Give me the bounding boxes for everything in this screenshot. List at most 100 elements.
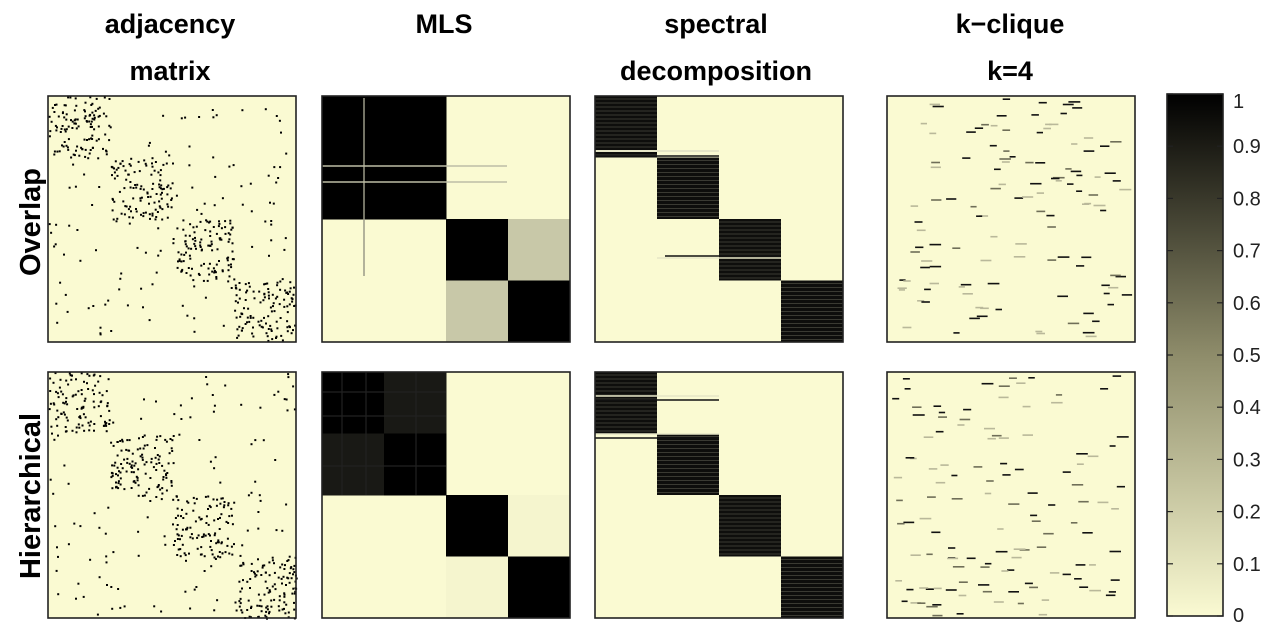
adjacency-dot [239,590,242,593]
adjacency-dot [287,559,290,562]
adjacency-dot [159,179,162,182]
adjacency-dot [228,275,231,278]
kclique-mark [1036,192,1044,194]
adjacency-dot [65,430,68,433]
adjacency-dot [271,293,274,296]
adjacency-dot [211,249,214,252]
kclique-mark [920,266,930,269]
kclique-mark [1031,520,1041,522]
adjacency-dot [52,402,55,405]
adjacency-dot [78,416,81,419]
adjacency-dot [283,607,285,610]
adjacency-dot [154,456,157,459]
kclique-mark [1036,332,1045,335]
adjacency-dot [142,188,145,191]
adjacency-dot [142,306,144,309]
adjacency-dot [266,587,269,590]
adjacency-dot [66,310,69,313]
adjacency-dot [215,114,218,117]
kclique-mark [901,600,908,603]
adjacency-dot [54,372,57,375]
adjacency-dot [55,223,58,226]
adjacency-dot [283,601,286,604]
adjacency-dot [110,330,113,332]
kclique-mark [947,557,959,560]
adjacency-dot [67,383,70,386]
adjacency-dot [264,580,267,583]
adjacency-dot [257,593,260,596]
adjacency-dot [63,116,66,119]
adjacency-dot [189,536,192,539]
kclique-mark [905,457,915,459]
adjacency-dot [161,218,164,221]
adjacency-dot [97,380,100,383]
adjacency-dot [155,496,158,498]
adjacency-dot [141,494,144,497]
kclique-mark [1110,274,1121,277]
colorbar-tick-label: 0.8 [1233,188,1261,210]
adjacency-dot [219,516,221,519]
adjacency-dot [293,408,296,411]
adjacency-dot [214,532,217,535]
adjacency-dot [199,220,202,223]
adjacency-dot [216,599,219,602]
adjacency-dot [285,603,288,606]
adjacency-dot [149,195,152,198]
panel-overlap-spectral [594,95,844,343]
adjacency-dot [111,474,114,477]
mls-block [384,372,447,434]
adjacency-dot [236,328,239,331]
adjacency-dot [121,438,124,441]
kclique-mark [996,115,1007,117]
adjacency-dot [286,560,289,562]
adjacency-dot [261,566,264,569]
kclique-mark [1022,434,1033,436]
kclique-mark [946,198,957,200]
adjacency-dot [61,393,64,396]
adjacency-dot [57,115,60,118]
kclique-mark [921,260,933,262]
kclique-mark [973,466,983,468]
heatmap-panels [47,95,1136,620]
adjacency-dot [277,177,280,179]
adjacency-dot [187,247,190,250]
adjacency-dot [241,109,244,112]
adjacency-dot [143,398,145,401]
adjacency-dot [238,288,241,291]
adjacency-dot [211,109,214,111]
adjacency-dot [286,320,289,323]
kclique-mark [966,557,976,560]
adjacency-dot [247,282,250,285]
adjacency-dot [293,286,295,289]
adjacency-dot [93,128,96,131]
adjacency-dot [120,212,123,215]
adjacency-dot [133,480,136,483]
adjacency-dot [270,239,273,242]
kclique-mark [1071,484,1084,486]
adjacency-dot [135,186,138,189]
adjacency-dot [107,299,110,302]
adjacency-dot [142,212,145,215]
adjacency-dot [134,481,137,484]
adjacency-dot [260,610,263,613]
adjacency-dot [215,276,218,278]
kclique-mark [1079,586,1089,588]
adjacency-dot [209,235,212,237]
adjacency-dot [259,406,262,409]
adjacency-dot [176,227,179,230]
adjacency-dot [170,484,173,487]
adjacency-dot [286,305,289,308]
adjacency-dot [191,186,194,189]
adjacency-dot [251,332,254,335]
adjacency-dot [79,259,82,262]
column-subtitle-spectral: decomposition [620,56,812,86]
adjacency-dot [112,218,115,221]
adjacency-dot [51,432,53,435]
adjacency-dot [56,424,59,427]
adjacency-dot [203,555,206,558]
adjacency-dot [185,272,188,274]
adjacency-dot [53,245,56,248]
adjacency-dot [115,485,118,488]
adjacency-dot [209,220,212,223]
adjacency-dot [156,486,159,489]
